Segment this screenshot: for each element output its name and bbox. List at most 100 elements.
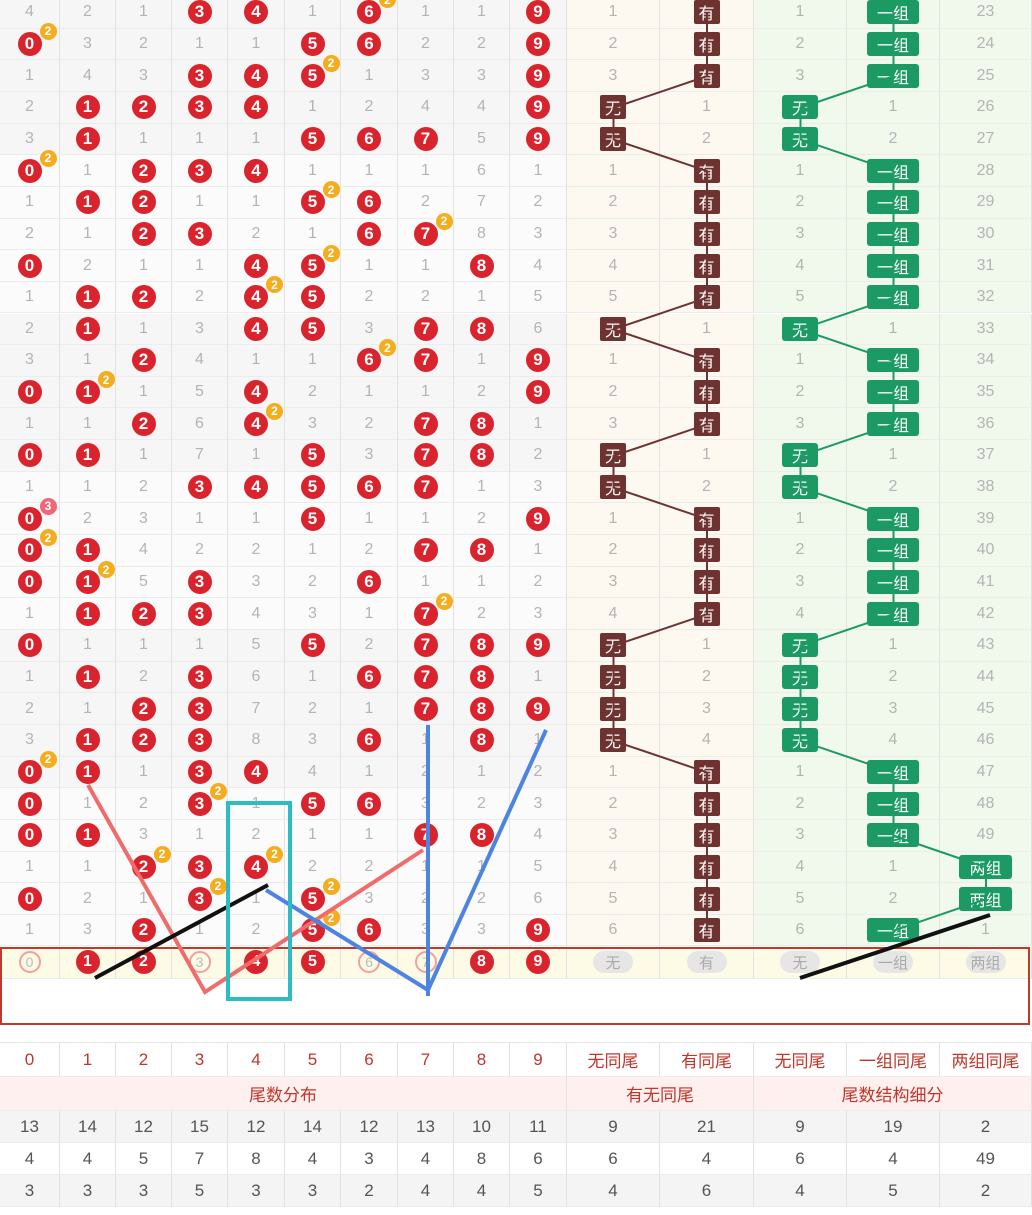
- stat-cell-s2: 一组: [847, 281, 940, 314]
- ball-number: 2: [138, 350, 149, 370]
- stat-cell-s2: 1: [847, 313, 940, 346]
- ball-number: 0: [24, 382, 35, 402]
- digit-cell: 3: [172, 218, 228, 251]
- digit-cell: 1: [116, 123, 172, 156]
- stat-value: 8: [251, 1148, 261, 1168]
- digit-cell: 2: [398, 281, 454, 314]
- tail-tag: 一组: [866, 538, 919, 563]
- selector-digit-0[interactable]: 0: [18, 951, 41, 973]
- stat-cell: 13: [0, 1111, 60, 1143]
- stat-cell-m1: 4: [567, 598, 660, 630]
- stat-cell-s1: 无: [754, 313, 847, 346]
- digit-cell: 1: [116, 250, 172, 282]
- tail-tag: 一组: [866, 221, 919, 246]
- repeat-badge: 2: [322, 877, 340, 895]
- stat-value: 4: [420, 1148, 431, 1168]
- digit-cell: 2: [60, 883, 116, 915]
- ball-number: 6: [364, 33, 374, 53]
- selector-digit-9[interactable]: 9: [526, 950, 550, 974]
- ball-number: 1: [82, 192, 93, 212]
- miss-count: 3: [608, 826, 618, 844]
- miss-count: 1: [251, 129, 261, 147]
- miss-count: 1: [139, 129, 148, 147]
- miss-count: 1: [139, 636, 148, 654]
- miss-count: 2: [795, 794, 805, 812]
- tail-tag: 无: [781, 633, 818, 658]
- selector-digit-8[interactable]: 8: [469, 950, 494, 974]
- hit-ball: 7: [413, 443, 438, 468]
- digit-cell: 2: [398, 28, 454, 61]
- digit-cell: 3: [172, 724, 228, 757]
- miss-count: 2: [195, 541, 204, 559]
- selector-digit-6[interactable]: 6: [358, 951, 380, 973]
- selector-tag-button[interactable]: 无: [780, 951, 820, 973]
- selector-digit-2[interactable]: 2: [131, 950, 156, 974]
- selector-digit-4[interactable]: 4: [244, 950, 268, 974]
- miss-count: 1: [139, 256, 148, 274]
- hit-ball: 62: [357, 0, 396, 25]
- selector-digit-3[interactable]: 3: [188, 951, 211, 973]
- stat-value: 4: [476, 1180, 487, 1200]
- tail-tag: 有: [693, 0, 720, 25]
- hit-ball: 6: [357, 570, 381, 594]
- miss-count: 6: [251, 667, 261, 685]
- selector-tag-button[interactable]: 两组: [965, 951, 1006, 973]
- miss-count: 1: [888, 857, 898, 875]
- ball-number: 0: [24, 255, 35, 275]
- repeat-badge: 2: [209, 877, 227, 895]
- stat-cell-m2: 有: [660, 376, 754, 409]
- digit-cell: 1: [454, 0, 510, 29]
- hit-ball: 8: [469, 664, 494, 689]
- digit-cell: 2: [116, 914, 172, 947]
- selector-tag-button[interactable]: 无: [593, 951, 633, 973]
- digit-cell: 4: [228, 471, 285, 504]
- stat-cell-s1: 1: [754, 0, 847, 29]
- repeat-badge: 2: [39, 750, 57, 768]
- ball-number: 7: [420, 128, 431, 148]
- hit-ball: 2: [131, 696, 156, 721]
- selector-digit-7[interactable]: 7: [414, 951, 437, 973]
- miss-count: 3: [608, 573, 618, 590]
- stat-value: 8: [476, 1148, 487, 1168]
- ball-number: 6: [364, 128, 374, 148]
- ball-number: 8: [476, 318, 487, 338]
- selector-tag-button[interactable]: 有: [686, 951, 727, 973]
- digit-cell: 3: [172, 661, 228, 694]
- ball-number: 7: [420, 825, 431, 845]
- digit-cell: 3: [0, 123, 60, 156]
- miss-count: 5: [608, 889, 618, 907]
- miss-count: 1: [139, 762, 148, 780]
- stat-cell-s2: 一组: [847, 250, 940, 282]
- stat-cell-s2: 1: [847, 851, 940, 884]
- selector-digit-1[interactable]: 1: [75, 950, 100, 974]
- miss-count: 1: [888, 98, 898, 116]
- selector-tag-button[interactable]: 一组: [873, 951, 913, 973]
- hit-ball: 9: [526, 696, 550, 721]
- miss-count: 2: [421, 762, 430, 780]
- tail-tag: 有: [693, 348, 720, 373]
- ball-number: 1: [82, 666, 93, 686]
- miss-count: 3: [888, 699, 898, 717]
- miss-count: 1: [25, 478, 34, 496]
- miss-count: 4: [251, 604, 261, 622]
- digit-cell: 1: [398, 566, 454, 599]
- stat-cell-s2: 4: [847, 724, 940, 757]
- issue-number-cell: [940, 630, 1032, 662]
- miss-count: 2: [25, 319, 34, 337]
- miss-count: 2: [608, 34, 618, 52]
- selector-digit-5[interactable]: 5: [300, 950, 325, 974]
- ball-number: 2: [138, 856, 149, 876]
- stat-cell: 3: [0, 1175, 60, 1207]
- tail-tag: 无: [781, 316, 818, 341]
- digit-cell: 5: [172, 376, 228, 409]
- digit-cell: 1: [285, 0, 341, 29]
- hit-ball: 7: [413, 316, 438, 341]
- digit-cell: 1: [398, 155, 454, 187]
- tail-tag: 无: [781, 696, 818, 721]
- digit-cell: 0: [0, 440, 60, 472]
- digit-cell: 6: [341, 28, 398, 61]
